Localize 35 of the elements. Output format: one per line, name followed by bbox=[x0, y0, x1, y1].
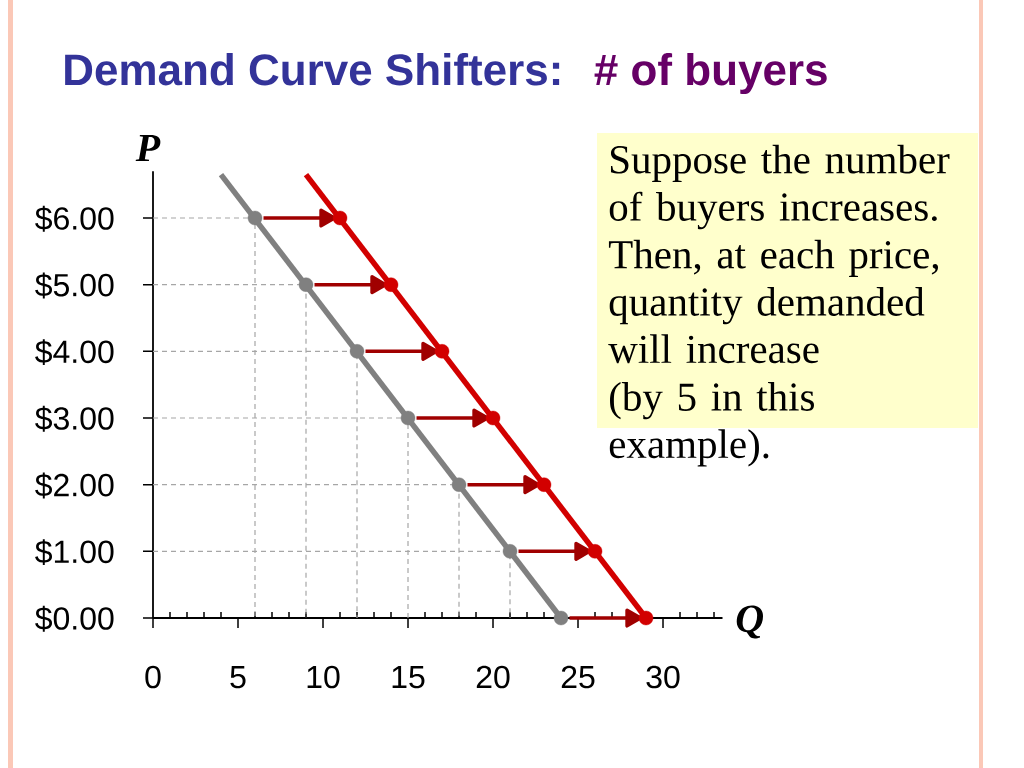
x-tick-label: 25 bbox=[561, 665, 595, 689]
annotation: Suppose the number of buyers increases. bbox=[609, 144, 950, 230]
point bbox=[587, 544, 603, 559]
x-axis-title: Q bbox=[736, 605, 764, 639]
y-tick-label: $1.00 bbox=[35, 539, 114, 566]
point bbox=[638, 610, 654, 626]
annotation: Then, at each price, quantity demanded will increase bbox=[608, 239, 939, 364]
x-tick-label: 5 bbox=[230, 665, 246, 689]
x-tick-label: 10 bbox=[307, 665, 340, 689]
x-tick-label: 0 bbox=[145, 665, 161, 689]
x-tick-label: 15 bbox=[392, 665, 425, 689]
point bbox=[349, 344, 365, 359]
point bbox=[247, 210, 263, 226]
y-tick-label: $5.00 bbox=[35, 272, 114, 299]
point bbox=[536, 477, 552, 492]
y-tick-label: $0.00 bbox=[35, 605, 114, 632]
y-tick-label: $2.00 bbox=[35, 472, 114, 499]
point bbox=[502, 544, 518, 559]
x-tick-label: 30 bbox=[646, 665, 680, 689]
annotation: (by 5 in this example). bbox=[609, 382, 814, 467]
y-axis-title: P bbox=[135, 134, 161, 162]
point bbox=[383, 277, 399, 292]
point bbox=[434, 344, 450, 359]
y-tick-label: $6.00 bbox=[35, 205, 114, 232]
point bbox=[451, 477, 467, 492]
point bbox=[298, 277, 314, 292]
point bbox=[485, 410, 501, 426]
point bbox=[400, 410, 416, 426]
x-tick-label: 20 bbox=[476, 665, 510, 689]
chart-title: Demand Curve Shifters: bbox=[65, 53, 560, 86]
y-tick-label: $3.00 bbox=[35, 405, 114, 432]
chart-subtitle: # of buyers bbox=[594, 53, 827, 95]
point bbox=[332, 210, 348, 226]
point bbox=[553, 610, 569, 626]
y-tick-label: $4.00 bbox=[35, 339, 114, 366]
